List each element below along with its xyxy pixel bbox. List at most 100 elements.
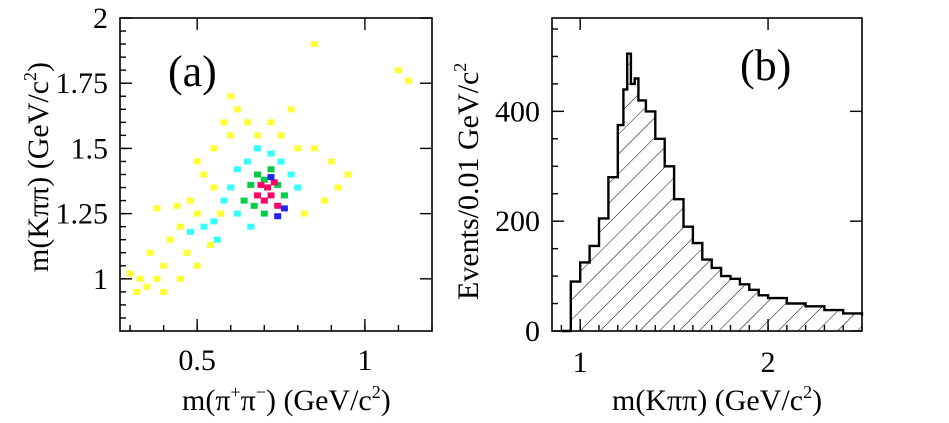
heatmap-bin: [217, 210, 225, 217]
heatmap-bin: [274, 202, 282, 209]
heatmap-bin: [244, 119, 251, 126]
y-tick-label-a: 1: [93, 263, 108, 296]
scatter-panel-a: 0.5 1 1 1.25 1.5 1.75 2 (a) m(π+π−) (GeV/c2) m…: [20, 2, 433, 417]
heatmap-bin: [395, 67, 402, 74]
heatmap-bin: [166, 236, 174, 243]
heatmap-bin: [280, 192, 288, 199]
x-tick-label-a: 0.5: [178, 344, 216, 377]
heatmap-bin: [233, 166, 241, 173]
heatmap-bin: [153, 205, 161, 212]
y-tick-label-b: 0: [525, 315, 540, 348]
y-tick-label-b: 200: [495, 205, 540, 238]
heatmap-bin: [294, 184, 302, 191]
heatmap-bin: [213, 236, 221, 243]
heatmap-bin: [126, 270, 134, 277]
heatmap-bin: [264, 184, 272, 191]
heatmap-bin: [153, 275, 161, 282]
heatmap-bin: [260, 197, 268, 204]
heatmap-bin: [277, 132, 285, 139]
heatmap-bin: [247, 181, 255, 188]
histogram-fill: [561, 53, 862, 331]
heatmap-bin: [227, 184, 235, 191]
heatmap-bin: [200, 223, 208, 230]
heatmap-bin: [240, 197, 248, 204]
heatmap-bin: [321, 197, 329, 204]
heatmap-bin: [244, 158, 251, 165]
heatmap-bin: [294, 145, 302, 152]
heatmap-bin: [267, 192, 275, 199]
heatmap-bin: [257, 181, 265, 188]
panel-label-a: (a): [168, 47, 217, 96]
y-tick-label-a: 1.75: [56, 67, 109, 100]
plot-frame-a: [119, 17, 433, 332]
heatmap-bin: [254, 132, 261, 139]
heatmap-bin: [334, 184, 342, 191]
heatmap-bin: [187, 197, 194, 204]
y-axis-label-b: Events/0.01 GeV/c2: [450, 63, 485, 300]
heatmap-bin: [301, 210, 308, 217]
heatmap-bin: [254, 171, 261, 178]
plot-frame-b: [551, 17, 863, 332]
heatmap-bin: [287, 106, 295, 113]
y-axis-label-a: m(Kππ) (GeV/c2): [20, 62, 55, 272]
heatmap-bin: [193, 158, 201, 165]
y-tick-label-a: 1.25: [56, 198, 109, 231]
histogram-outline: [561, 52, 864, 333]
heatmap-bin: [267, 150, 275, 157]
heatmap-bin: [210, 218, 218, 225]
y-tick-label-b: 400: [495, 95, 540, 128]
heatmap-bin: [260, 210, 268, 217]
heatmap-bin: [146, 249, 154, 256]
axis-ticks-b: 1 2 0 200 400: [495, 18, 862, 379]
heatmap-bin: [160, 262, 168, 269]
heatmap-bin: [227, 93, 235, 100]
heatmap-bin: [247, 223, 255, 230]
heatmap-bin: [227, 132, 235, 139]
heatmap-bin: [193, 210, 201, 217]
heatmap-bin: [187, 228, 194, 235]
heatmap-bin: [277, 158, 285, 165]
x-axis-label-b: m(Kππ) (GeV/c2): [612, 382, 822, 417]
heatmap-bin: [207, 241, 215, 248]
heatmap-bin: [200, 171, 208, 178]
heatmap-bin: [220, 197, 228, 204]
heatmap-bins: [126, 41, 412, 295]
heatmap-bin: [233, 210, 241, 217]
heatmap-bin: [233, 106, 241, 113]
heatmap-bin: [287, 171, 295, 178]
heatmap-bin: [254, 192, 261, 199]
heatmap-bin: [254, 145, 261, 152]
heatmap-bin: [173, 202, 181, 209]
heatmap-bin: [311, 41, 319, 48]
heatmap-bin: [260, 176, 268, 183]
heatmap-bin: [405, 77, 412, 84]
heatmap-bin: [133, 288, 141, 295]
heatmap-bin: [311, 145, 319, 152]
x-tick-label-a: 1: [357, 344, 372, 377]
heatmap-bin: [210, 184, 218, 191]
histogram-panel-b: 1 2 0 200 400 (b) m(Kππ) (GeV/c2) Events/0.0…: [450, 17, 864, 417]
x-axis-label-a: m(π+π−) (GeV/c2): [182, 382, 391, 417]
axis-ticks-a: 0.5 1 1 1.25 1.5 1.75 2: [56, 2, 433, 377]
heatmap-bin: [176, 223, 184, 230]
heatmap-bin: [176, 275, 184, 282]
heatmap-bin: [267, 119, 275, 126]
y-tick-label-a: 2: [93, 2, 108, 35]
heatmap-bin: [193, 262, 201, 269]
y-tick-label-a: 1.5: [71, 132, 109, 165]
heatmap-bin: [280, 205, 288, 212]
x-tick-label-b: 1: [573, 346, 588, 379]
heatmap-bin: [210, 145, 218, 152]
heatmap-bin: [270, 179, 278, 186]
heatmap-bin: [220, 119, 228, 126]
heatmap-bin: [327, 158, 335, 165]
heatmap-bin: [143, 283, 151, 290]
panel-label-b: (b): [740, 41, 791, 90]
heatmap-bin: [183, 249, 191, 256]
heatmap-bin: [344, 171, 352, 178]
heatmap-bin: [250, 202, 258, 209]
x-tick-label-b: 2: [761, 346, 776, 379]
heatmap-bin: [136, 275, 144, 282]
heatmap-bin: [274, 213, 282, 220]
